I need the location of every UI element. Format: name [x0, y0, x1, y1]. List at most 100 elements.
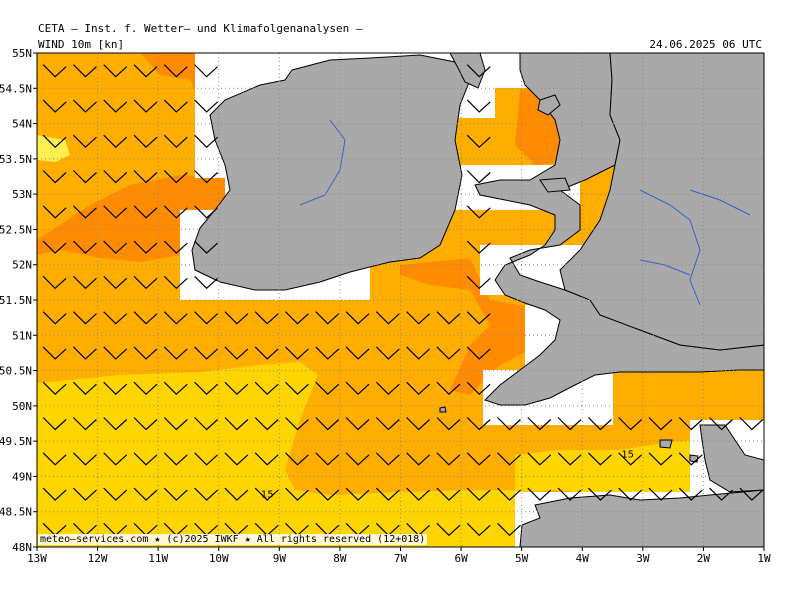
- lon-tick-label: 2W: [697, 552, 711, 565]
- lat-tick-label: 53N: [12, 188, 32, 201]
- wind-barb: [103, 487, 128, 501]
- wind-barb: [285, 487, 309, 501]
- wind-barb: [739, 487, 764, 501]
- wind-barb: [42, 275, 67, 290]
- wind-barb: [163, 452, 188, 466]
- wind-barb: [466, 134, 491, 149]
- wind-barb: [618, 487, 643, 501]
- wind-barb: [103, 64, 128, 78]
- wind-barb: [466, 64, 491, 78]
- brittany: [519, 489, 764, 547]
- lon-tick-label: 5W: [515, 552, 529, 565]
- wind-barb: [73, 417, 97, 431]
- wind-barb: [315, 311, 340, 325]
- lat-tick-label: 55N: [12, 47, 32, 60]
- great-britain: [474, 53, 764, 406]
- wind-barb: [345, 487, 370, 501]
- wind-barb: [285, 346, 309, 360]
- wind-barb: [315, 452, 340, 466]
- wind-barb: [163, 170, 188, 184]
- wind-barb: [466, 170, 491, 184]
- wind-barb: [618, 452, 643, 466]
- wind-barb: [497, 417, 521, 431]
- lon-tick-label: 10W: [209, 552, 229, 565]
- wind-barb: [194, 275, 219, 290]
- lon-tick-label: 8W: [333, 552, 347, 565]
- wind-barb: [133, 346, 158, 360]
- wind-barb: [375, 452, 400, 466]
- wind-barb: [406, 487, 431, 501]
- wind-barb: [73, 170, 97, 184]
- wind-barb: [375, 487, 400, 501]
- wind-barb: [375, 346, 400, 360]
- wind-barb: [587, 452, 612, 466]
- wind-barb: [73, 275, 97, 290]
- cotentin: [699, 424, 764, 493]
- lat-tick-label: 52N: [12, 259, 32, 272]
- wind-barb: [103, 240, 128, 254]
- wind-barb: [194, 205, 219, 219]
- lon-tick-label: 1W: [757, 552, 771, 565]
- wind-barb: [73, 205, 97, 219]
- wind-barb: [497, 487, 521, 501]
- wind-barb: [42, 417, 67, 431]
- lat-tick-label: 52.5N: [0, 223, 32, 236]
- wind-barb: [163, 417, 188, 431]
- lat-tick-label: 51.5N: [0, 294, 32, 307]
- lat-tick-label: 51N: [12, 329, 32, 342]
- lat-tick-label: 53.5N: [0, 153, 32, 166]
- wind-barb: [224, 381, 249, 396]
- wind-barb: [648, 487, 673, 501]
- wind-barb: [133, 417, 158, 431]
- scilly: [439, 406, 447, 413]
- wind-barb: [709, 487, 733, 501]
- wind-barb: [587, 417, 612, 431]
- wind-barb: [285, 417, 309, 431]
- footer-credit: meteo—services.com ★ (c)2025 IWKF ★ All …: [38, 534, 428, 545]
- wind-barb: [285, 381, 309, 396]
- latitude-axis: 55N 54.5N 54N 53.5N 53N 52.5N 52N 51.5N 51N 50.5N…: [0, 47, 37, 554]
- wind-barb: [103, 417, 128, 431]
- wind-barb: [133, 240, 158, 254]
- contour-label: 15: [261, 490, 274, 501]
- wind-barb: [194, 487, 219, 501]
- lon-tick-label: 12W: [88, 552, 108, 565]
- wind-barb: [163, 99, 188, 113]
- wind-zone-strong-west: [37, 175, 225, 262]
- wind-barb: [133, 170, 158, 184]
- wind-barb: [42, 205, 67, 219]
- wind-barb: [466, 205, 491, 219]
- wind-barb: [406, 311, 431, 325]
- wind-barb: [133, 134, 158, 149]
- wind-barb: [194, 99, 219, 113]
- wind-barb: [163, 381, 188, 396]
- wind-barb: [42, 487, 67, 501]
- wind-barb: [133, 452, 158, 466]
- wind-barb: [648, 452, 673, 466]
- wind-barb: [406, 452, 431, 466]
- wind-barb: [527, 487, 552, 501]
- wind-barb: [345, 311, 370, 325]
- lon-tick-label: 3W: [636, 552, 650, 565]
- wind-barb: [103, 134, 128, 149]
- wind-barb: [254, 381, 279, 396]
- wind-barb: [345, 381, 370, 396]
- wind-barb: [163, 275, 188, 290]
- wind-barb: [648, 417, 673, 431]
- wind-barb: [163, 240, 188, 254]
- wind-barb: [163, 487, 188, 501]
- wind-barb: [133, 64, 158, 78]
- wind-barb: [73, 487, 97, 501]
- wind-barb: [73, 452, 97, 466]
- isle-of-man: [537, 94, 561, 116]
- wind-barb: [466, 311, 491, 325]
- lat-tick-label: 54N: [12, 118, 32, 131]
- wind-barb: [497, 522, 521, 537]
- wind-barb: [466, 487, 491, 501]
- wind-barb: [73, 346, 97, 360]
- wind-barb: [103, 205, 128, 219]
- wind-barb: [466, 381, 491, 396]
- lat-tick-label: 50N: [12, 400, 32, 413]
- wind-barb: [42, 240, 67, 254]
